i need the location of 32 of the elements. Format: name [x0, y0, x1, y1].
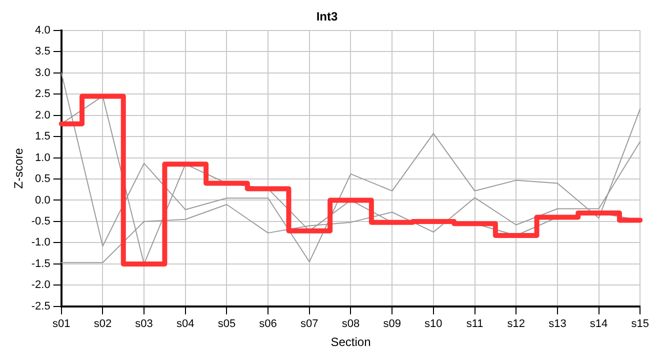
- y-tick-label: 1.0: [35, 152, 50, 164]
- x-tick-label: s09: [383, 318, 401, 330]
- x-tick-label: s07: [300, 318, 318, 330]
- x-tick-label: s02: [94, 318, 112, 330]
- y-tick-label: 0.0: [35, 194, 50, 206]
- x-tick-label: s10: [424, 318, 442, 330]
- y-tick-label: -2.5: [31, 300, 50, 312]
- x-tick-label: s04: [176, 318, 194, 330]
- x-axis-title: Section: [330, 335, 371, 350]
- x-tick-label: s05: [218, 318, 236, 330]
- x-tick-label: s12: [507, 318, 525, 330]
- x-tick-label: s15: [631, 318, 650, 330]
- x-tick-label: s08: [342, 318, 360, 330]
- y-tick-label: 3.5: [35, 46, 50, 58]
- x-tick-label: s11: [466, 318, 484, 330]
- y-tick-label: 2.0: [35, 109, 50, 122]
- y-tick-label: 2.5: [35, 88, 50, 100]
- y-tick-label: -1.5: [31, 258, 50, 270]
- y-tick-label: -0.5: [31, 216, 50, 228]
- y-axis-title: Z-score: [12, 148, 26, 189]
- x-tick-label: s01: [52, 318, 70, 330]
- y-tick-label: 3.0: [35, 66, 50, 79]
- y-tick-label: 1.5: [35, 130, 50, 143]
- x-tick-label: s14: [590, 318, 608, 330]
- x-tick-label: s13: [548, 318, 566, 330]
- x-tick-label: s06: [259, 318, 277, 330]
- y-tick-label: -2.0: [31, 279, 50, 292]
- y-tick-label: 0.5: [35, 173, 50, 186]
- chart-title: Int3: [316, 10, 338, 24]
- y-tick-label: -1.0: [31, 236, 50, 249]
- x-tick-label: s03: [135, 318, 153, 330]
- y-tick-label: 4.0: [35, 24, 50, 36]
